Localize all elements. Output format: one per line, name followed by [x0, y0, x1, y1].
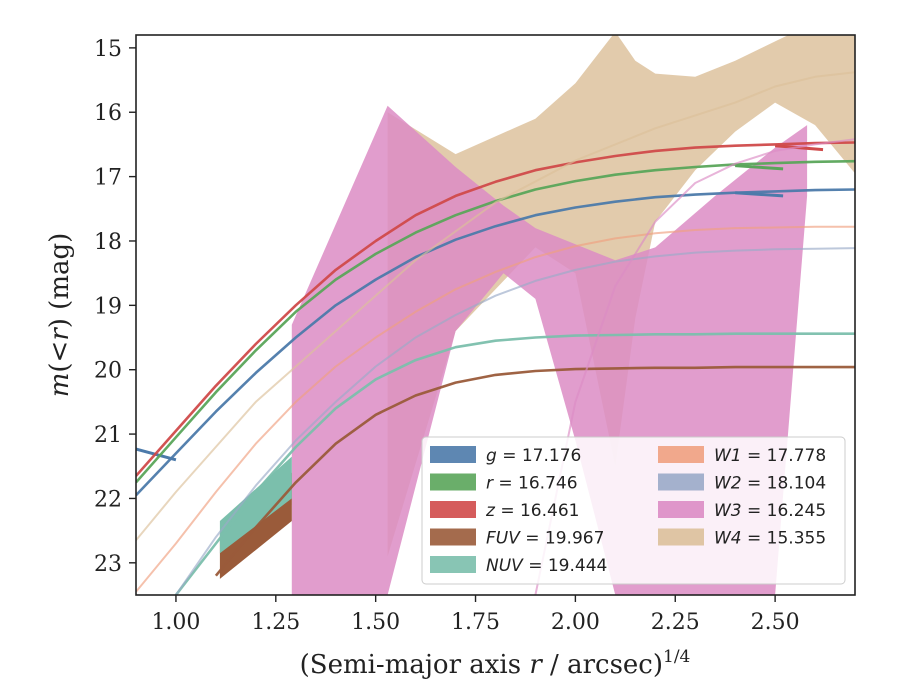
model-curves: [136, 71, 855, 595]
y-tick-label: 15: [94, 37, 122, 62]
x-tick-label: 2.00: [551, 610, 600, 635]
x-tick-label: 1.50: [351, 610, 400, 635]
plot-frame: [135, 34, 856, 596]
legend-label: r = 16.746: [486, 474, 578, 494]
legend-label: FUV = 19.967: [486, 529, 604, 549]
y-tick-label: 20: [94, 359, 122, 384]
legend-swatch: [430, 473, 476, 491]
y-tick-label: 23: [94, 552, 122, 577]
y-tick-label: 16: [94, 101, 122, 126]
legend-label: W2 = 18.104: [714, 474, 826, 494]
curve-w4: [136, 71, 855, 541]
legend-swatch: [658, 501, 704, 518]
x-tick-label: 2.25: [651, 610, 700, 635]
x-axis-ticks: 1.00 1.25 1.50 1.75 2.00 2.25 2.50: [151, 595, 800, 635]
legend-swatch: [658, 528, 704, 546]
x-tick-label: 1.75: [451, 610, 500, 635]
legend-swatch: [430, 556, 476, 573]
curve-z: [136, 141, 855, 477]
curve-w2: [175, 247, 855, 595]
x-tick-label: 1.00: [151, 610, 200, 635]
legend-label: W4 = 15.355: [714, 529, 826, 549]
curve-fuv: [214, 365, 855, 577]
band-nuv: [219, 456, 292, 554]
legend-swatch: [430, 501, 476, 518]
y-tick-label: 18: [94, 230, 122, 255]
y-tick-label: 17: [94, 166, 122, 191]
x-tick-label: 1.25: [251, 610, 300, 635]
y-axis-label: m(<r) (mag): [45, 233, 75, 398]
x-axis-label: (Semi-major axis r / arcsec)1/4: [300, 647, 691, 680]
curve-end-g: [136, 447, 177, 462]
legend-swatch: [430, 528, 476, 546]
curve-end-r: [735, 164, 784, 171]
curve-end-g: [735, 191, 784, 198]
legend-swatch: [658, 446, 704, 463]
curve-w3: [534, 138, 855, 595]
legend-swatch: [430, 446, 476, 463]
y-tick-label: 19: [94, 294, 122, 319]
y-tick-label: 21: [94, 423, 122, 448]
curve-w1: [136, 225, 855, 593]
legend-label: W3 = 16.245: [714, 501, 826, 521]
legend-label: NUV = 19.444: [486, 556, 607, 576]
curve-nuv: [174, 332, 855, 595]
y-tick-label: 22: [94, 487, 122, 512]
legend: g = 17.176 r = 16.746 z = 16.461 FUV = 19.9…: [421, 436, 846, 585]
legend-label: z = 16.461: [485, 501, 579, 521]
legend-box: [421, 436, 846, 585]
legend-label: g = 17.176: [486, 446, 581, 466]
y-axis-ticks: 15 16 17 18 19 20 21 22 23: [94, 37, 136, 577]
legend-label: W1 = 17.778: [714, 446, 826, 466]
x-tick-label: 2.50: [751, 610, 800, 635]
legend-swatch: [658, 473, 704, 491]
